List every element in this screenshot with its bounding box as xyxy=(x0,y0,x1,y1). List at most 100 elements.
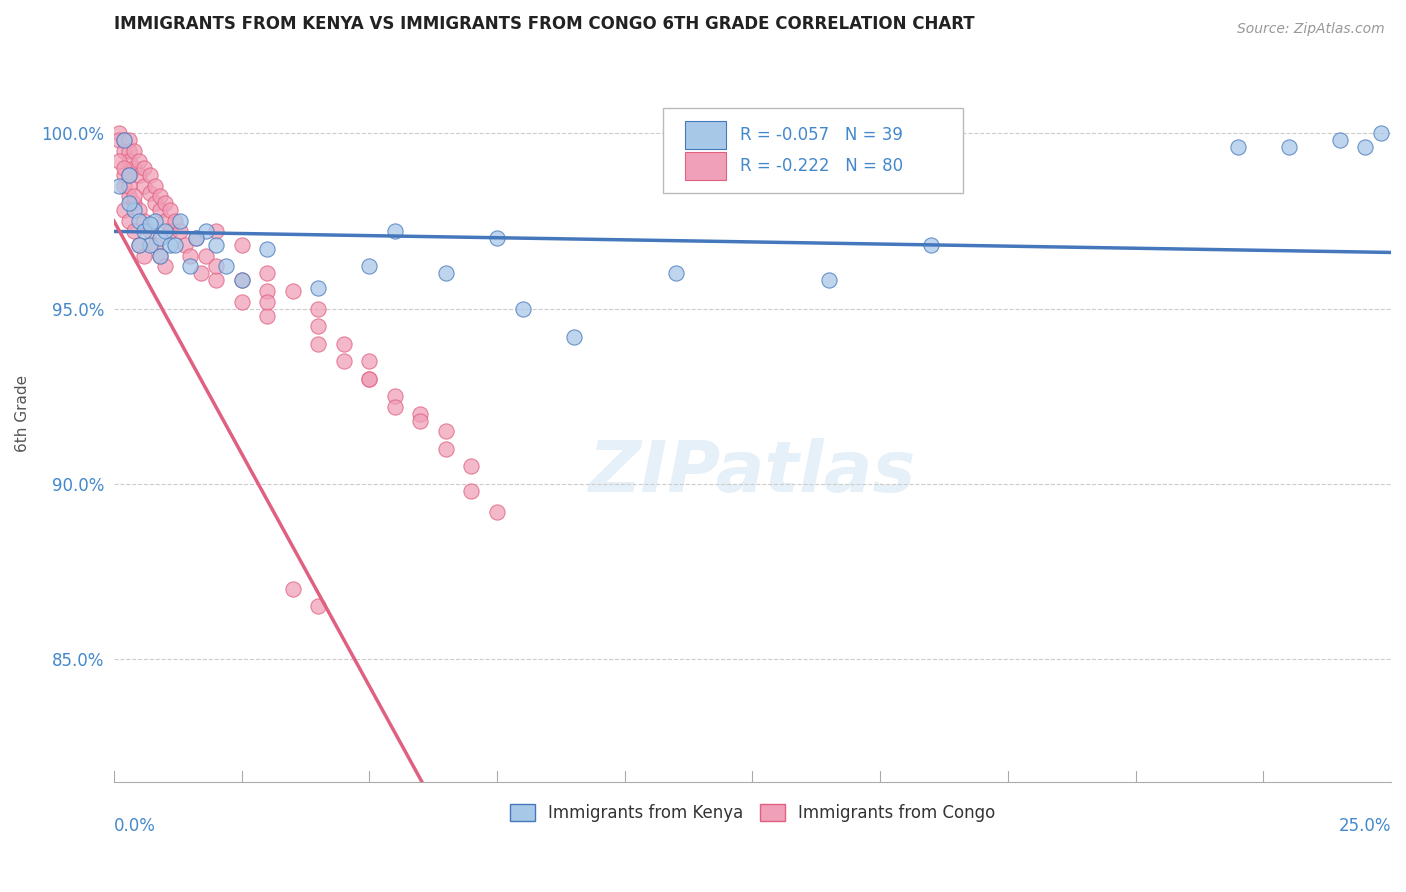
Point xyxy=(205,238,228,252)
Point xyxy=(138,218,160,232)
Point xyxy=(169,214,191,228)
Point xyxy=(359,260,381,274)
Text: IMMIGRANTS FROM KENYA VS IMMIGRANTS FROM CONGO 6TH GRADE CORRELATION CHART: IMMIGRANTS FROM KENYA VS IMMIGRANTS FROM… xyxy=(114,15,974,33)
Point xyxy=(122,224,145,238)
Point xyxy=(108,126,131,140)
Point xyxy=(307,599,329,614)
Point xyxy=(194,249,217,263)
Point xyxy=(485,231,508,245)
Point xyxy=(122,203,145,218)
Point xyxy=(409,414,432,428)
Text: 0.0%: 0.0% xyxy=(114,817,156,835)
Point xyxy=(122,196,145,211)
Point xyxy=(128,169,150,183)
Point xyxy=(143,214,166,228)
Text: 25.0%: 25.0% xyxy=(1339,817,1391,835)
Point xyxy=(128,154,150,169)
Point xyxy=(205,260,228,274)
Point xyxy=(122,189,145,203)
Point xyxy=(128,203,150,218)
Point xyxy=(460,459,482,474)
Point xyxy=(134,161,156,176)
Point xyxy=(118,169,141,183)
Point xyxy=(138,169,160,183)
Point xyxy=(128,238,150,252)
Text: R = -0.222   N = 80: R = -0.222 N = 80 xyxy=(740,157,903,176)
Point xyxy=(359,354,381,368)
Point xyxy=(134,249,156,263)
Point xyxy=(118,214,141,228)
Point xyxy=(184,231,207,245)
Point xyxy=(108,133,131,147)
Point xyxy=(307,280,329,294)
Point xyxy=(256,309,278,323)
Point xyxy=(179,260,201,274)
Point xyxy=(122,161,145,176)
Point xyxy=(118,144,141,158)
Point xyxy=(153,224,176,238)
Point xyxy=(112,178,135,193)
Point xyxy=(256,284,278,298)
Point xyxy=(512,301,534,316)
Text: Source: ZipAtlas.com: Source: ZipAtlas.com xyxy=(1237,22,1385,37)
Point xyxy=(153,260,176,274)
Point xyxy=(159,238,181,252)
Point xyxy=(112,133,135,147)
Point xyxy=(231,238,253,252)
Point xyxy=(138,186,160,200)
Point xyxy=(112,144,135,158)
Point xyxy=(307,319,329,334)
Point xyxy=(149,249,172,263)
Point xyxy=(169,224,191,238)
Point xyxy=(118,178,141,193)
Point xyxy=(818,273,841,287)
Point xyxy=(256,267,278,281)
Point xyxy=(118,189,141,203)
Point xyxy=(359,371,381,385)
Point xyxy=(434,267,457,281)
Text: R = -0.057   N = 39: R = -0.057 N = 39 xyxy=(740,126,903,144)
Point xyxy=(434,442,457,456)
Point xyxy=(165,238,187,252)
Point xyxy=(159,203,181,218)
Point xyxy=(134,178,156,193)
Point xyxy=(149,203,172,218)
Point xyxy=(307,301,329,316)
Point xyxy=(384,389,406,403)
Point xyxy=(134,214,156,228)
Point xyxy=(485,505,508,519)
Point xyxy=(108,178,131,193)
Point xyxy=(215,260,238,274)
Legend: Immigrants from Kenya, Immigrants from Congo: Immigrants from Kenya, Immigrants from C… xyxy=(503,797,1002,829)
Point xyxy=(118,154,141,169)
Point xyxy=(165,214,187,228)
Point xyxy=(108,154,131,169)
FancyBboxPatch shape xyxy=(664,108,963,193)
Point xyxy=(138,238,160,252)
Point xyxy=(359,371,381,385)
Bar xyxy=(685,120,725,149)
Point xyxy=(112,133,135,147)
Point xyxy=(256,242,278,256)
Point xyxy=(281,582,304,596)
Point xyxy=(153,214,176,228)
Point xyxy=(1354,140,1376,154)
Point xyxy=(118,169,141,183)
Point xyxy=(122,144,145,158)
Point xyxy=(184,231,207,245)
Point xyxy=(112,203,135,218)
Point xyxy=(138,224,160,238)
Point xyxy=(134,224,156,238)
Bar xyxy=(685,153,725,180)
Point xyxy=(384,224,406,238)
Point xyxy=(1278,140,1301,154)
Point xyxy=(231,294,253,309)
Point xyxy=(112,161,135,176)
Point xyxy=(434,424,457,438)
Point xyxy=(153,196,176,211)
Point xyxy=(205,224,228,238)
Point xyxy=(1369,126,1392,140)
Point xyxy=(332,336,354,351)
Point xyxy=(143,196,166,211)
Point xyxy=(149,189,172,203)
